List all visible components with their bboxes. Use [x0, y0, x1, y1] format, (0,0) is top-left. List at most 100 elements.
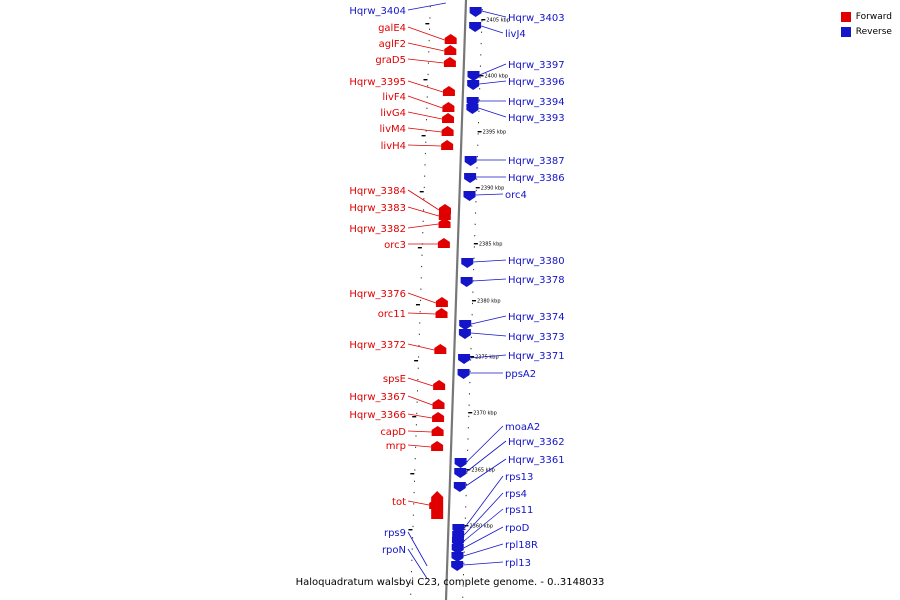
- minor-tick: [462, 596, 464, 598]
- minor-tick: [481, 9, 483, 11]
- gene-leader-line: [407, 312, 436, 315]
- minor-tick: [481, 20, 483, 22]
- gene-leader-line: [463, 561, 504, 566]
- forward-gene-arrow: [444, 45, 457, 55]
- minor-tick: [427, 85, 429, 87]
- minor-tick: [472, 302, 474, 305]
- reverse-gene-label: rpoD: [505, 523, 530, 534]
- gene-leader-line: [465, 458, 507, 487]
- gene-leader-line: [470, 354, 507, 359]
- scale-major-tick: [412, 416, 417, 418]
- gene-leader-line: [475, 193, 504, 196]
- forward-gene-arrow: [441, 140, 454, 150]
- forward-gene-label: livG4: [380, 108, 406, 119]
- scale-major-tick: [410, 473, 415, 475]
- minor-tick: [475, 201, 477, 203]
- minor-tick: [468, 404, 470, 406]
- scale-major-tick: [421, 135, 426, 137]
- minor-tick: [429, 28, 431, 30]
- minor-tick: [415, 446, 417, 448]
- minor-tick: [415, 435, 417, 437]
- legend-forward: Forward: [840, 9, 892, 24]
- legend-reverse-label: Reverse: [855, 26, 892, 37]
- minor-tick: [416, 390, 418, 392]
- minor-tick: [415, 424, 417, 426]
- forward-gene-arrow: [435, 308, 448, 318]
- minor-tick: [475, 189, 477, 192]
- gene-leader-line: [407, 500, 430, 506]
- reverse-gene-label: Hqrw_3361: [508, 455, 565, 466]
- minor-tick: [471, 325, 473, 327]
- minor-tick: [464, 528, 466, 531]
- forward-gene-arrow: [431, 441, 444, 451]
- reverse-gene-arrow: [466, 104, 479, 114]
- scale-major-tick: [417, 247, 422, 249]
- reverse-gene-label: Hqrw_3371: [508, 351, 565, 362]
- minor-tick: [412, 514, 414, 516]
- forward-gene-arrow: [438, 218, 451, 228]
- minor-tick: [413, 503, 415, 505]
- gene-leader-line: [407, 26, 445, 41]
- reverse-gene-label: rps13: [505, 472, 533, 483]
- forward-gene-label: orc11: [378, 309, 406, 320]
- gene-leader-line: [481, 10, 507, 18]
- gene-leader-line: [466, 425, 504, 463]
- minor-tick: [420, 299, 422, 302]
- minor-tick: [472, 291, 474, 293]
- gene-leader-line: [478, 107, 507, 118]
- reverse-gene-arrow: [458, 354, 471, 364]
- minor-tick: [463, 562, 465, 564]
- minor-tick: [425, 141, 427, 143]
- reverse-gene-label: Hqrw_3387: [508, 156, 565, 167]
- forward-swatch: [840, 11, 851, 22]
- minor-tick: [410, 571, 412, 573]
- minor-tick: [421, 265, 423, 268]
- gene-leader-line: [407, 42, 445, 52]
- reverse-gene-arrow: [467, 71, 480, 81]
- minor-tick: [411, 559, 413, 561]
- scale-major-tick: [473, 243, 478, 245]
- minor-tick: [423, 209, 425, 211]
- minor-tick: [467, 427, 469, 429]
- minor-tick: [473, 246, 475, 248]
- gene-leader-line: [472, 278, 507, 282]
- scale-major-tick: [414, 360, 419, 362]
- gene-leader-line: [463, 508, 504, 542]
- forward-gene-arrow: [434, 344, 447, 354]
- minor-tick: [478, 99, 480, 101]
- reverse-gene-arrow: [451, 544, 464, 554]
- legend-reverse: Reverse: [840, 24, 892, 39]
- minor-tick: [462, 574, 464, 576]
- minor-tick: [481, 31, 483, 33]
- minor-tick: [412, 525, 414, 528]
- minor-tick: [425, 130, 427, 132]
- scale-major-tick: [470, 356, 475, 358]
- minor-tick: [411, 548, 413, 550]
- gene-leader-line: [407, 395, 433, 406]
- minor-tick: [414, 469, 416, 471]
- minor-tick: [418, 356, 420, 358]
- forward-gene-arrow: [433, 380, 446, 390]
- scale-major-tick: [415, 304, 420, 306]
- minor-tick: [420, 288, 422, 290]
- scale-major-tick: [408, 529, 413, 531]
- reverse-swatch: [840, 26, 851, 37]
- gene-leader-line: [407, 377, 434, 387]
- minor-tick: [473, 257, 475, 259]
- minor-tick: [416, 401, 418, 403]
- reverse-gene-arrow: [467, 80, 480, 90]
- minor-tick: [465, 483, 467, 485]
- gene-leader-line: [463, 543, 504, 557]
- forward-gene-label: Hqrw_3372: [349, 340, 406, 351]
- minor-tick: [465, 506, 467, 508]
- forward-gene-arrow: [435, 297, 448, 307]
- gene-leader-line: [407, 127, 442, 133]
- forward-gene-label: orc3: [384, 240, 406, 251]
- minor-tick: [466, 472, 468, 474]
- minor-tick: [422, 220, 424, 222]
- scale-major-tick: [475, 187, 480, 189]
- minor-tick: [470, 336, 472, 338]
- reverse-gene-arrow: [459, 320, 472, 330]
- minor-tick: [474, 223, 476, 225]
